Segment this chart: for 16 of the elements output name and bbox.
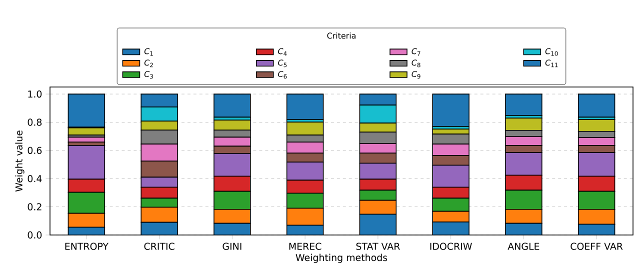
x-tick-label: MEREC (289, 242, 322, 250)
y-tick-label: 0.6 (28, 146, 42, 154)
y-axis-title: Weight value (15, 130, 24, 192)
x-tick-label: GINI (222, 242, 242, 250)
x-axis-title: Weighting methods (296, 254, 388, 263)
y-tick-label: 0.8 (28, 118, 42, 126)
y-tick-label: 1.0 (28, 90, 42, 98)
x-tick-label: CRITIC (144, 242, 174, 250)
x-tick-label: ANGLE (508, 242, 540, 250)
y-tick-label: 0.0 (28, 231, 42, 239)
x-tick-label: COEFF VAR (570, 242, 623, 250)
y-tick-label: 0.4 (28, 175, 42, 182)
x-tick-label: ENTROPY (65, 242, 109, 250)
y-tick-label: 0.2 (28, 203, 42, 210)
x-tick-label: STAT VAR (356, 242, 400, 250)
x-tick-label: IDOCRIW (430, 242, 472, 250)
